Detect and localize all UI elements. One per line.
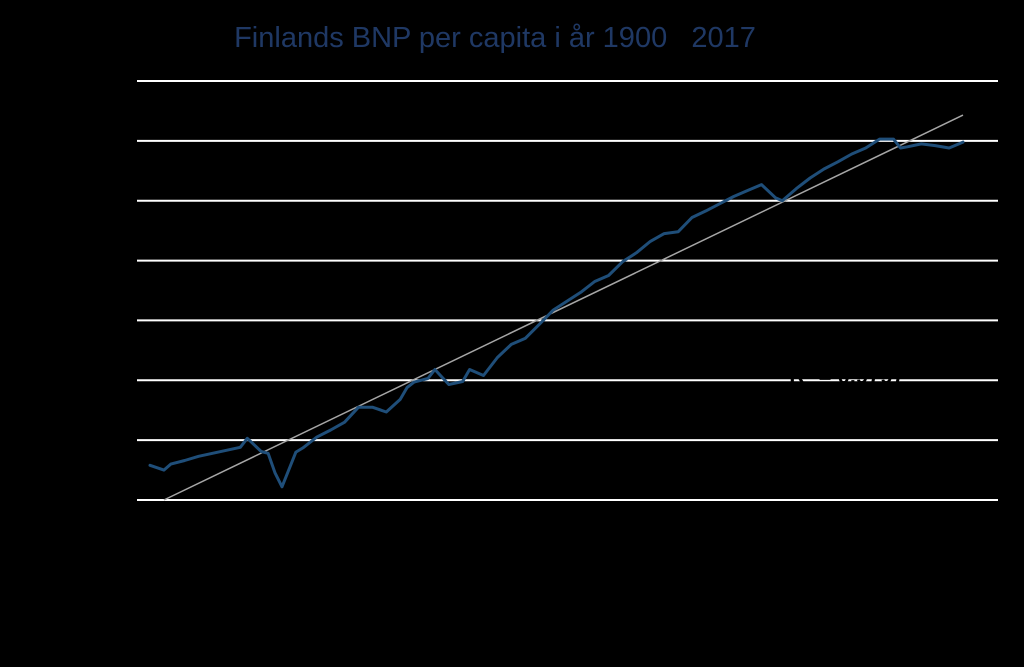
r-squared-annotation: R² = 0,9797 [789, 363, 905, 388]
gdp-series-line [148, 137, 965, 489]
gridlines [137, 80, 998, 501]
trendline [163, 114, 964, 501]
chart-title: Finlands BNP per capita i år 1900 2017 [234, 22, 756, 54]
